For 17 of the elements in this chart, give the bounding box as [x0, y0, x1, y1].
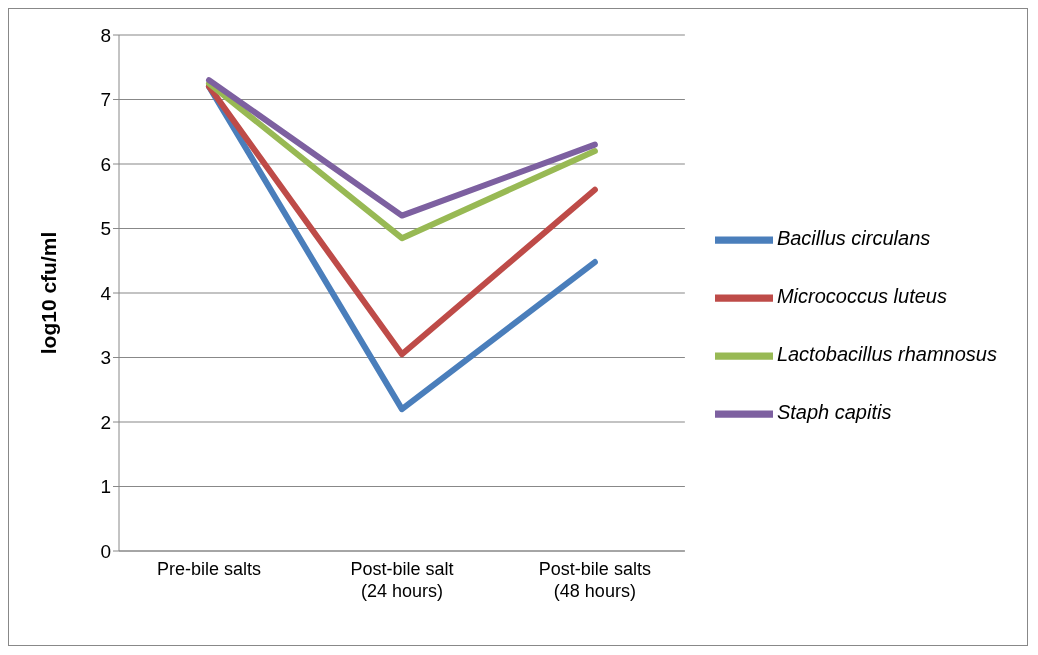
y-tick-label: 4: [100, 282, 112, 304]
y-tick-label: 5: [100, 218, 111, 240]
y-axis-title: log10 cfu/ml: [37, 231, 61, 355]
y-tick-label: 2: [100, 411, 111, 433]
y-tick-label: 6: [100, 153, 111, 175]
y-tick-label: 7: [100, 89, 111, 111]
x-tick-label: Post-bile salts (48 hours): [538, 559, 651, 601]
legend-label: Staph capitis: [776, 401, 892, 424]
legend-label: Bacillus circulans: [776, 227, 931, 250]
x-tick-label: Pre-bile salts: [156, 559, 262, 579]
x-tick-label: Post-bile salt (24 hours): [350, 559, 454, 601]
legend-label: Lactobacillus rhamnosus: [776, 343, 997, 366]
y-tick-label: 1: [100, 476, 111, 498]
legend-label: Micrococcus luteus: [776, 285, 947, 308]
y-tick-label: 0: [100, 540, 111, 562]
y-tick-label: 3: [100, 347, 111, 369]
y-tick-label: 8: [100, 24, 111, 46]
